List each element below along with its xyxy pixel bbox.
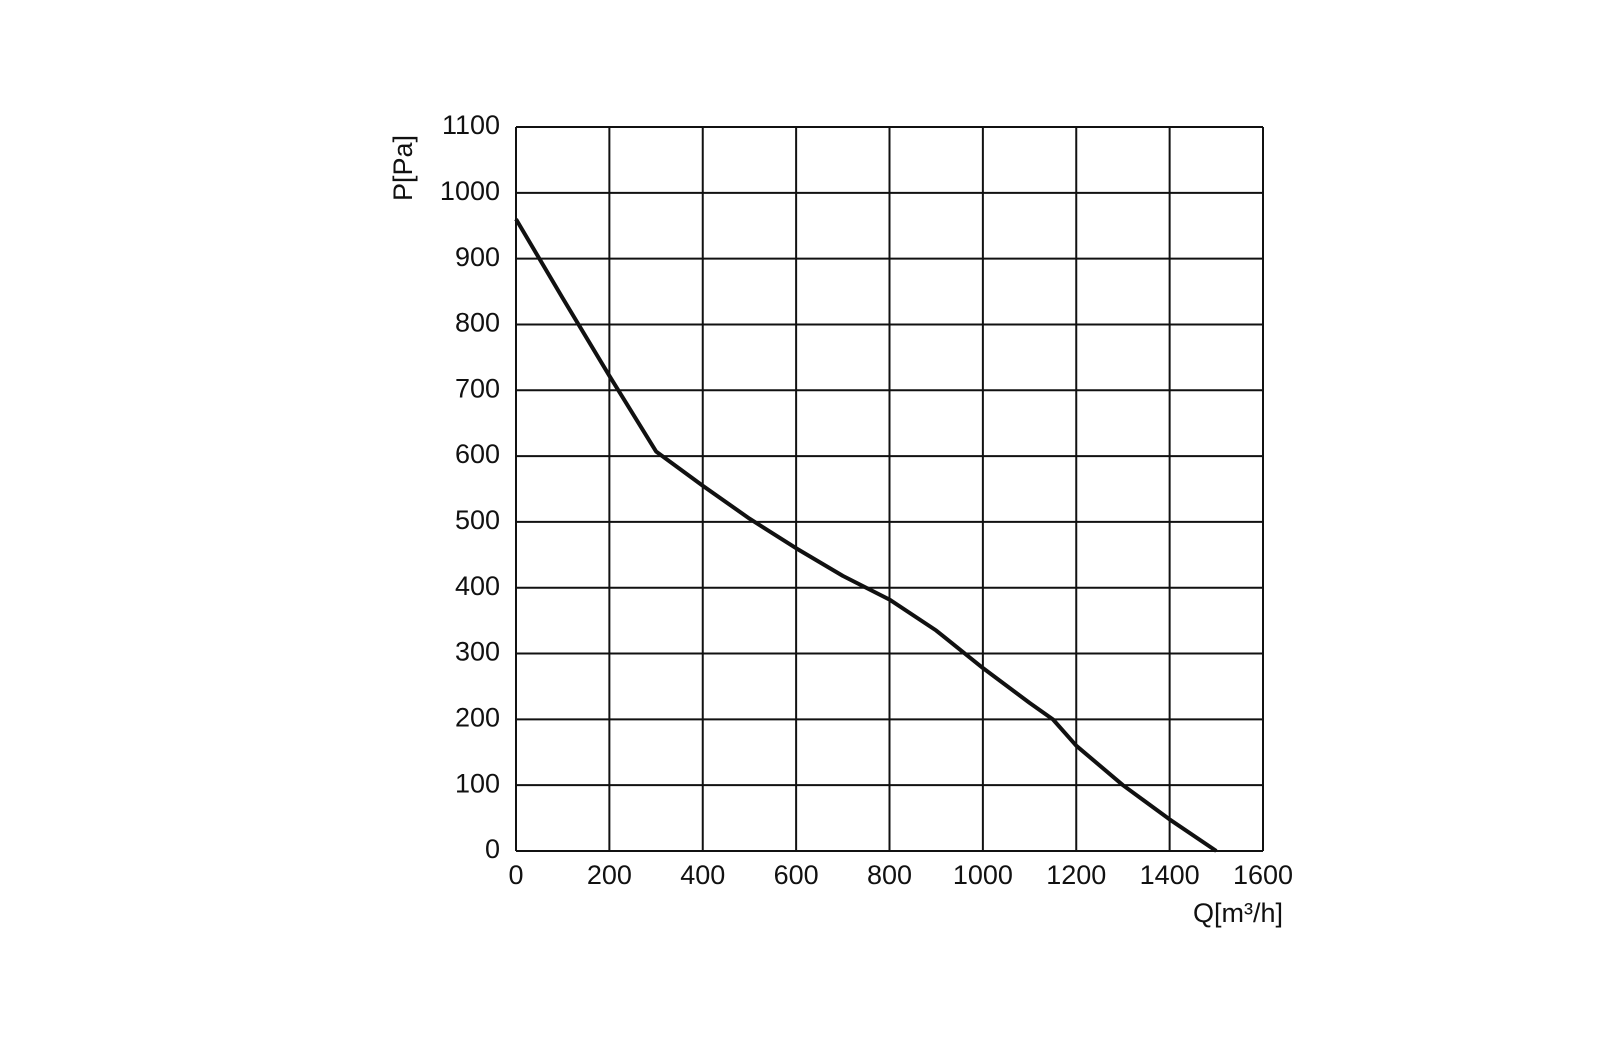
x-tick-label: 1400	[1140, 860, 1200, 890]
x-tick-label: 1000	[953, 860, 1013, 890]
y-tick-label: 400	[455, 571, 500, 601]
y-tick-label: 1000	[440, 176, 500, 206]
y-tick-label: 800	[455, 308, 500, 338]
y-tick-label: 100	[455, 768, 500, 798]
x-tick-label: 400	[680, 860, 725, 890]
y-tick-label: 700	[455, 373, 500, 403]
x-tick-label: 200	[587, 860, 632, 890]
y-tick-label: 500	[455, 505, 500, 535]
y-tick-label: 1100	[442, 110, 500, 140]
x-tick-label: 1600	[1233, 860, 1293, 890]
x-tick-label: 1200	[1046, 860, 1106, 890]
y-tick-label: 300	[455, 637, 500, 667]
x-tick-label: 0	[508, 860, 523, 890]
data-line	[514, 218, 1218, 853]
y-tick-label: 600	[455, 439, 500, 469]
y-tick-label: 900	[455, 242, 500, 272]
y-axis-label: P[Pa]	[388, 135, 418, 201]
x-axis-label: Q[m³/h]	[1193, 898, 1283, 928]
y-tick-label: 200	[455, 702, 500, 732]
x-tick-label: 600	[774, 860, 819, 890]
x-tick-label: 800	[867, 860, 912, 890]
y-tick-label: 0	[485, 834, 500, 864]
